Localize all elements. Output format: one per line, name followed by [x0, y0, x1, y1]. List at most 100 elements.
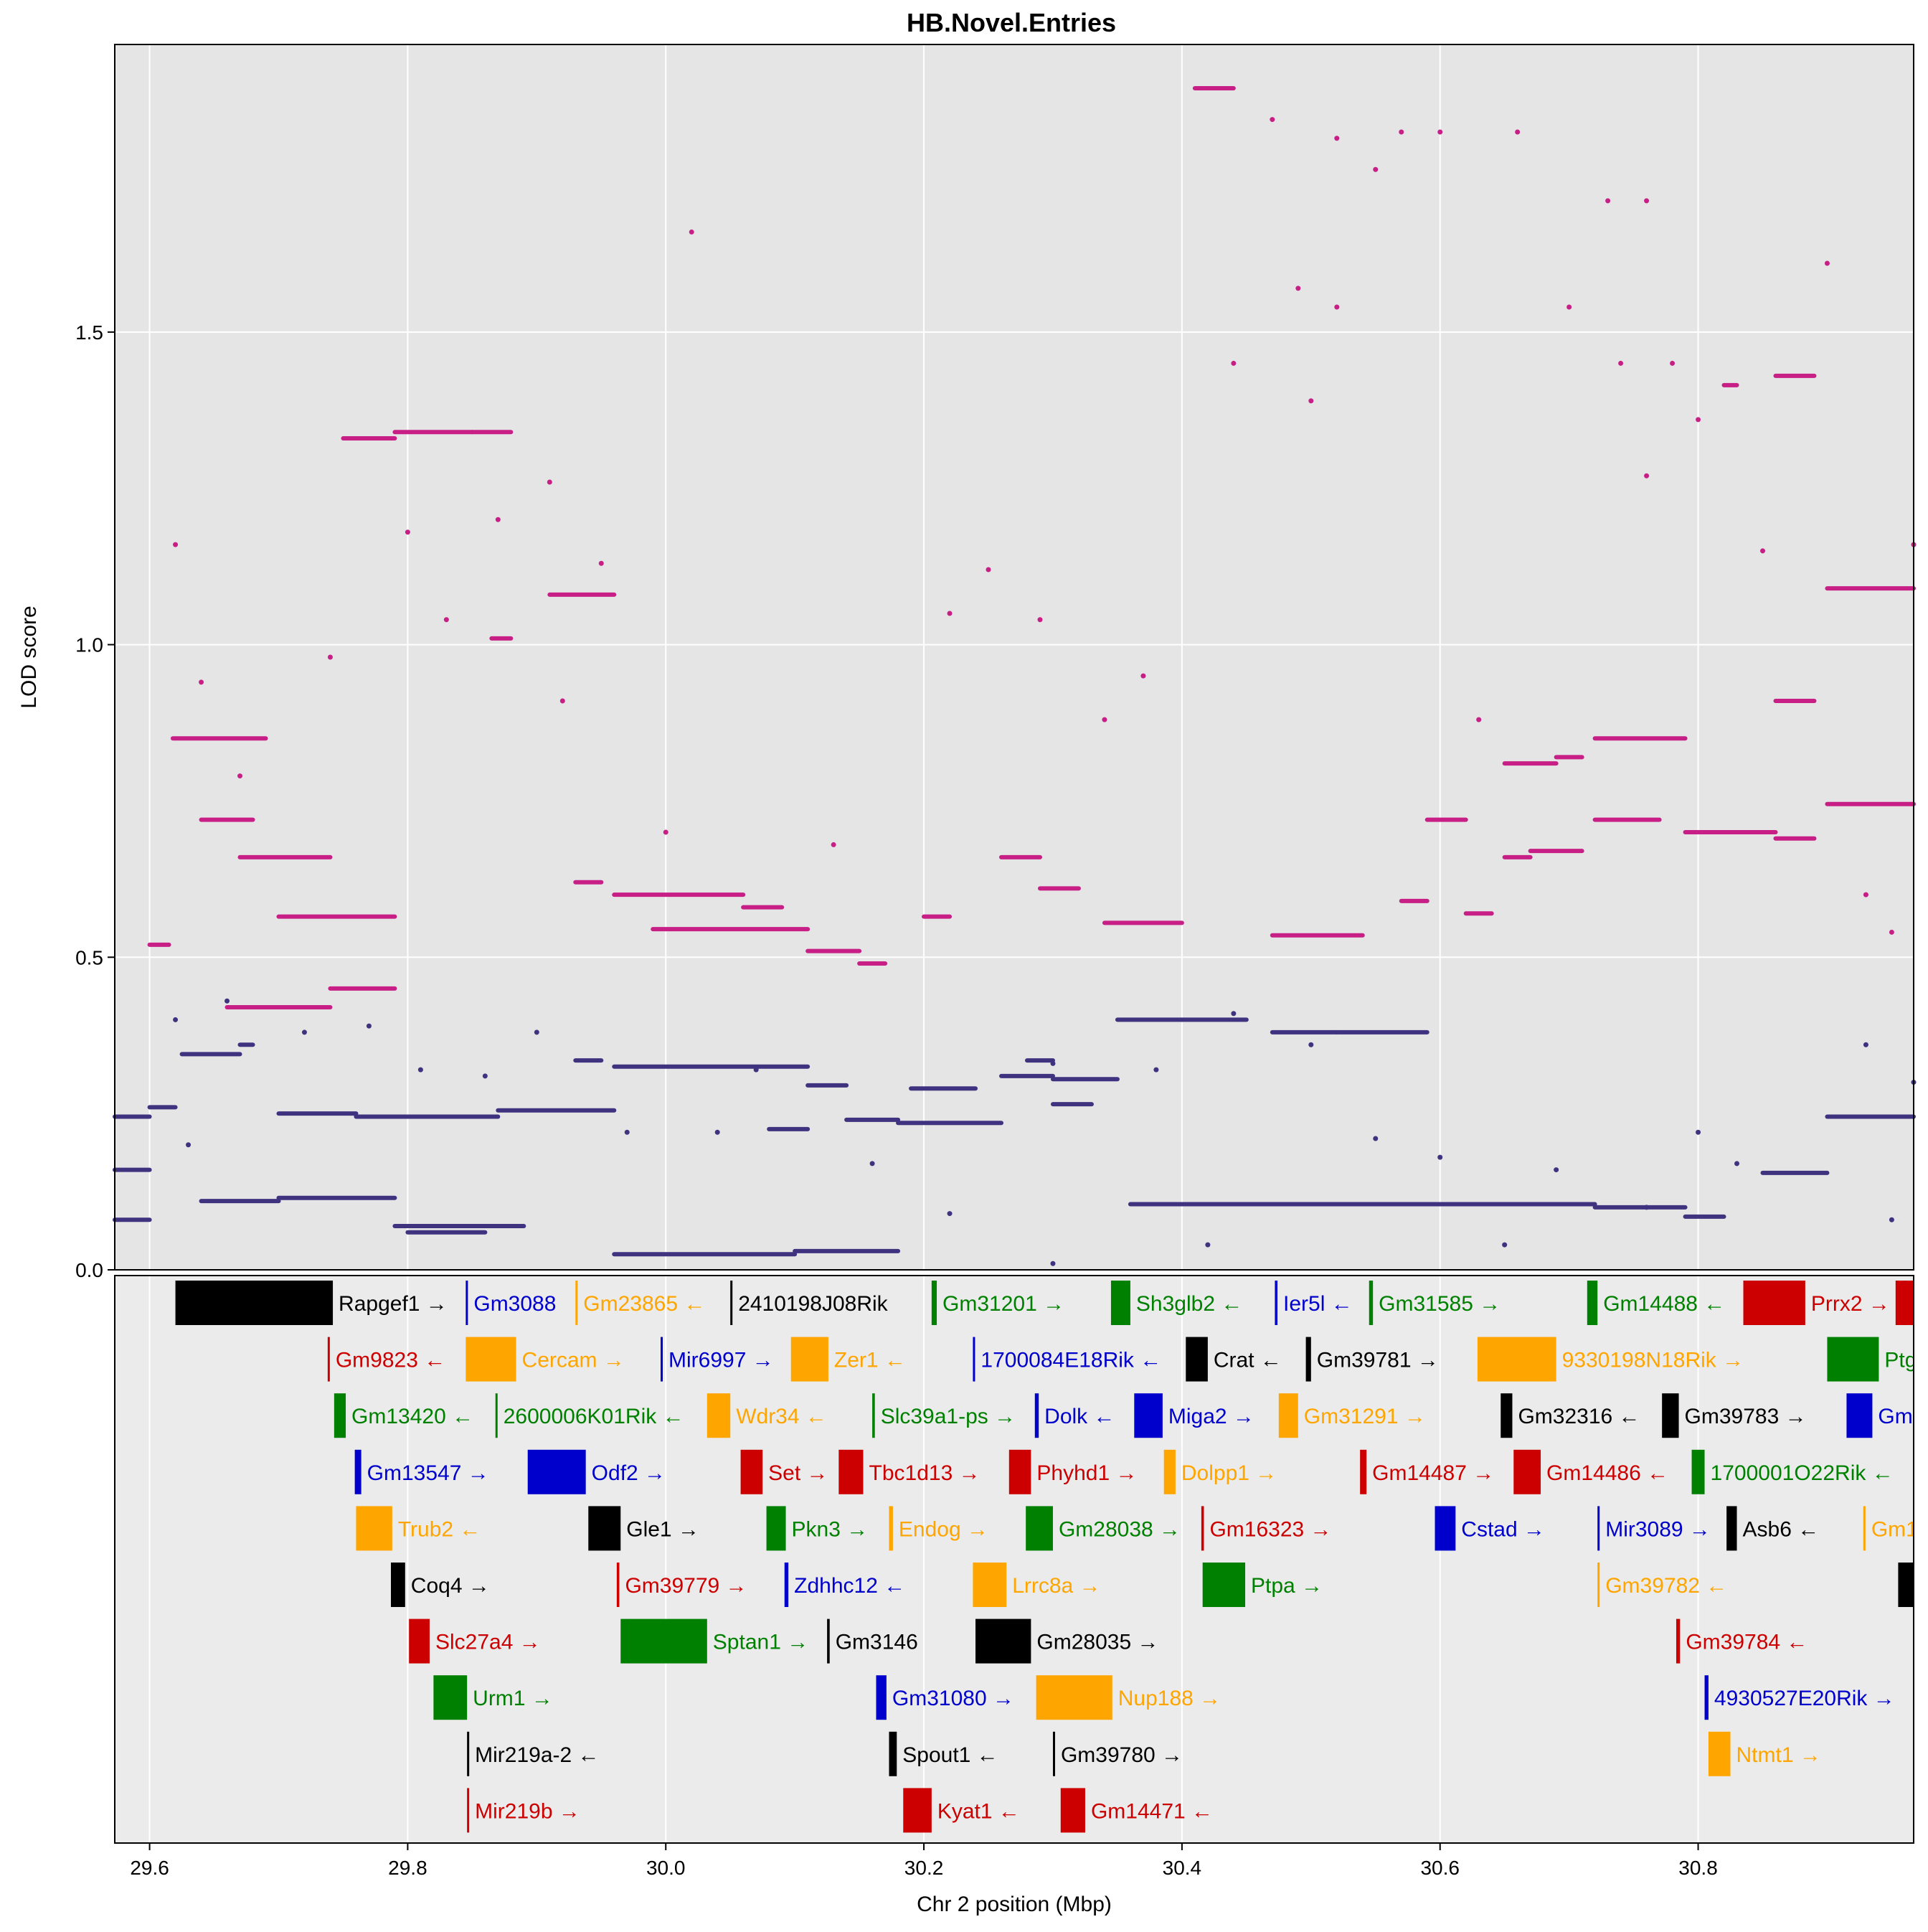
gene-box: [784, 1563, 789, 1607]
lod-point: [1270, 117, 1275, 123]
lod-point: [1373, 166, 1379, 172]
gene-label: Cercam →: [522, 1349, 625, 1372]
lod-point: [1644, 198, 1650, 204]
gene-panel-border: [114, 1275, 1914, 1844]
lod-point: [1863, 892, 1868, 897]
gene-label: Gm9823 ←: [336, 1349, 445, 1372]
lod-point: [1696, 417, 1701, 423]
lod-point: [1760, 548, 1766, 554]
gene-label: Mir219a-2 ←: [475, 1743, 599, 1767]
lod-point: [1140, 673, 1146, 679]
lod-point: [1153, 1067, 1159, 1073]
gene-label: 4930527E20Rik →: [1714, 1687, 1895, 1710]
lod-point: [559, 698, 565, 704]
gene-label: Phyhd1 →: [1036, 1461, 1137, 1485]
gene: Cercam →: [466, 1337, 625, 1382]
gene-label: Pkn3 →: [792, 1517, 869, 1541]
gene-box: [973, 1337, 975, 1382]
lod-points: [113, 86, 1917, 1266]
lod-point: [301, 1029, 307, 1035]
lod-point: [1231, 1011, 1237, 1017]
gene-label: 1700001O22Rik ←: [1711, 1461, 1894, 1485]
lod-point: [186, 1142, 192, 1148]
series-B: [113, 998, 1917, 1266]
lod-point: [1889, 929, 1894, 935]
gene-box: [1202, 1563, 1246, 1607]
lod-point: [986, 567, 991, 572]
gene: Gm31080 →: [876, 1675, 1014, 1720]
lod-point: [1231, 360, 1237, 366]
gene-box: [1863, 1506, 1866, 1551]
gene: Tbc1d13 →: [838, 1449, 980, 1494]
gene: Gm14487 →: [1360, 1449, 1494, 1494]
gene-box: [391, 1563, 405, 1607]
gene-label: Tbc1d13 →: [869, 1461, 980, 1485]
chart-title: HB.Novel.Entries: [907, 8, 1116, 37]
gene-label: Miga2 →: [1168, 1405, 1254, 1428]
lod-point: [1308, 1042, 1314, 1047]
gene: Crat ←: [1186, 1337, 1282, 1382]
gene: 2600006K01Rik ←: [495, 1393, 684, 1438]
gene-label: Gle1 →: [626, 1517, 699, 1541]
axes: 29.6 29.8 30.0 30.2 30.4 30.6 30.8 0.0 0.5 1.0 1.5: [75, 321, 1718, 1879]
gene-label: Ptpa →: [1251, 1574, 1323, 1598]
gene: Gm3088: [466, 1281, 556, 1325]
gene-box: [327, 1337, 330, 1382]
lod-point: [1437, 129, 1443, 135]
lod-point: [1334, 304, 1340, 310]
gene-label: Gm14488 ←: [1603, 1292, 1725, 1316]
series-A: [147, 86, 1917, 1009]
lod-point: [1050, 1260, 1056, 1266]
gene-label: Kyat1 ←: [937, 1799, 1020, 1823]
gene-box: [1201, 1506, 1204, 1551]
lod-point: [366, 1023, 372, 1029]
lod-point: [714, 1129, 720, 1135]
gene-box: [495, 1393, 498, 1438]
gene-box: [903, 1788, 932, 1833]
gene-label: Gm31201 →: [942, 1292, 1064, 1316]
gene-box: [1597, 1563, 1600, 1607]
lod-point: [1399, 129, 1404, 135]
gene-box: [1026, 1506, 1053, 1551]
gene: Gm: [1846, 1393, 1913, 1438]
gene: 9330198N18Rik →: [1477, 1337, 1744, 1382]
gene-box: [356, 1506, 392, 1551]
gene-box: [1597, 1506, 1600, 1551]
gene-grid-lines: [148, 1276, 1699, 1843]
gene-label: Odf2 →: [592, 1461, 666, 1485]
gene-box: [1662, 1393, 1679, 1438]
gene-box: [1708, 1731, 1731, 1776]
grid-lines: [115, 44, 1914, 1271]
gene-label: Asb6 ←: [1743, 1517, 1820, 1541]
gene-box: [1827, 1337, 1879, 1382]
lod-point: [443, 617, 449, 623]
lod-point: [225, 998, 230, 1004]
gene: Asb6 ←: [1726, 1506, 1820, 1551]
lod-point: [1437, 1154, 1443, 1160]
y-tick-label: 0.0: [75, 1259, 103, 1281]
gene-label: Ptgs1: [1884, 1349, 1928, 1372]
gene: Lrrc8a →: [973, 1563, 1101, 1607]
x-tick-label: 29.8: [388, 1857, 427, 1879]
gene-annotations: Rapgef1 → Gm3088 Gm23865 ← 2410198J08Rik Gm3…: [175, 1281, 1928, 1833]
gene: Gm1: [1863, 1506, 1918, 1551]
gene: Dolpp1 →: [1163, 1449, 1277, 1494]
gene-label: Gm32316 ←: [1518, 1405, 1640, 1428]
gene-box: [1501, 1393, 1513, 1438]
gene-label: Lrrc8a →: [1012, 1574, 1100, 1598]
lod-point: [624, 1129, 630, 1135]
lod-point: [1566, 304, 1572, 310]
gene-label: Gm39780 →: [1061, 1743, 1183, 1767]
gene: 1700084E18Rik ←: [973, 1337, 1161, 1382]
lod-point: [1373, 1136, 1379, 1141]
gene-label: Gm31080 →: [892, 1687, 1014, 1710]
gene: 4930527E20Rik →: [1704, 1675, 1895, 1720]
gene-box: [175, 1281, 334, 1325]
gene-label: Gm1: [1871, 1517, 1918, 1541]
gene-box: [354, 1449, 362, 1494]
gene-box: [467, 1788, 470, 1833]
gene: 1700001O22Rik ←: [1691, 1449, 1894, 1494]
gene-label: Gm: [1878, 1405, 1912, 1428]
